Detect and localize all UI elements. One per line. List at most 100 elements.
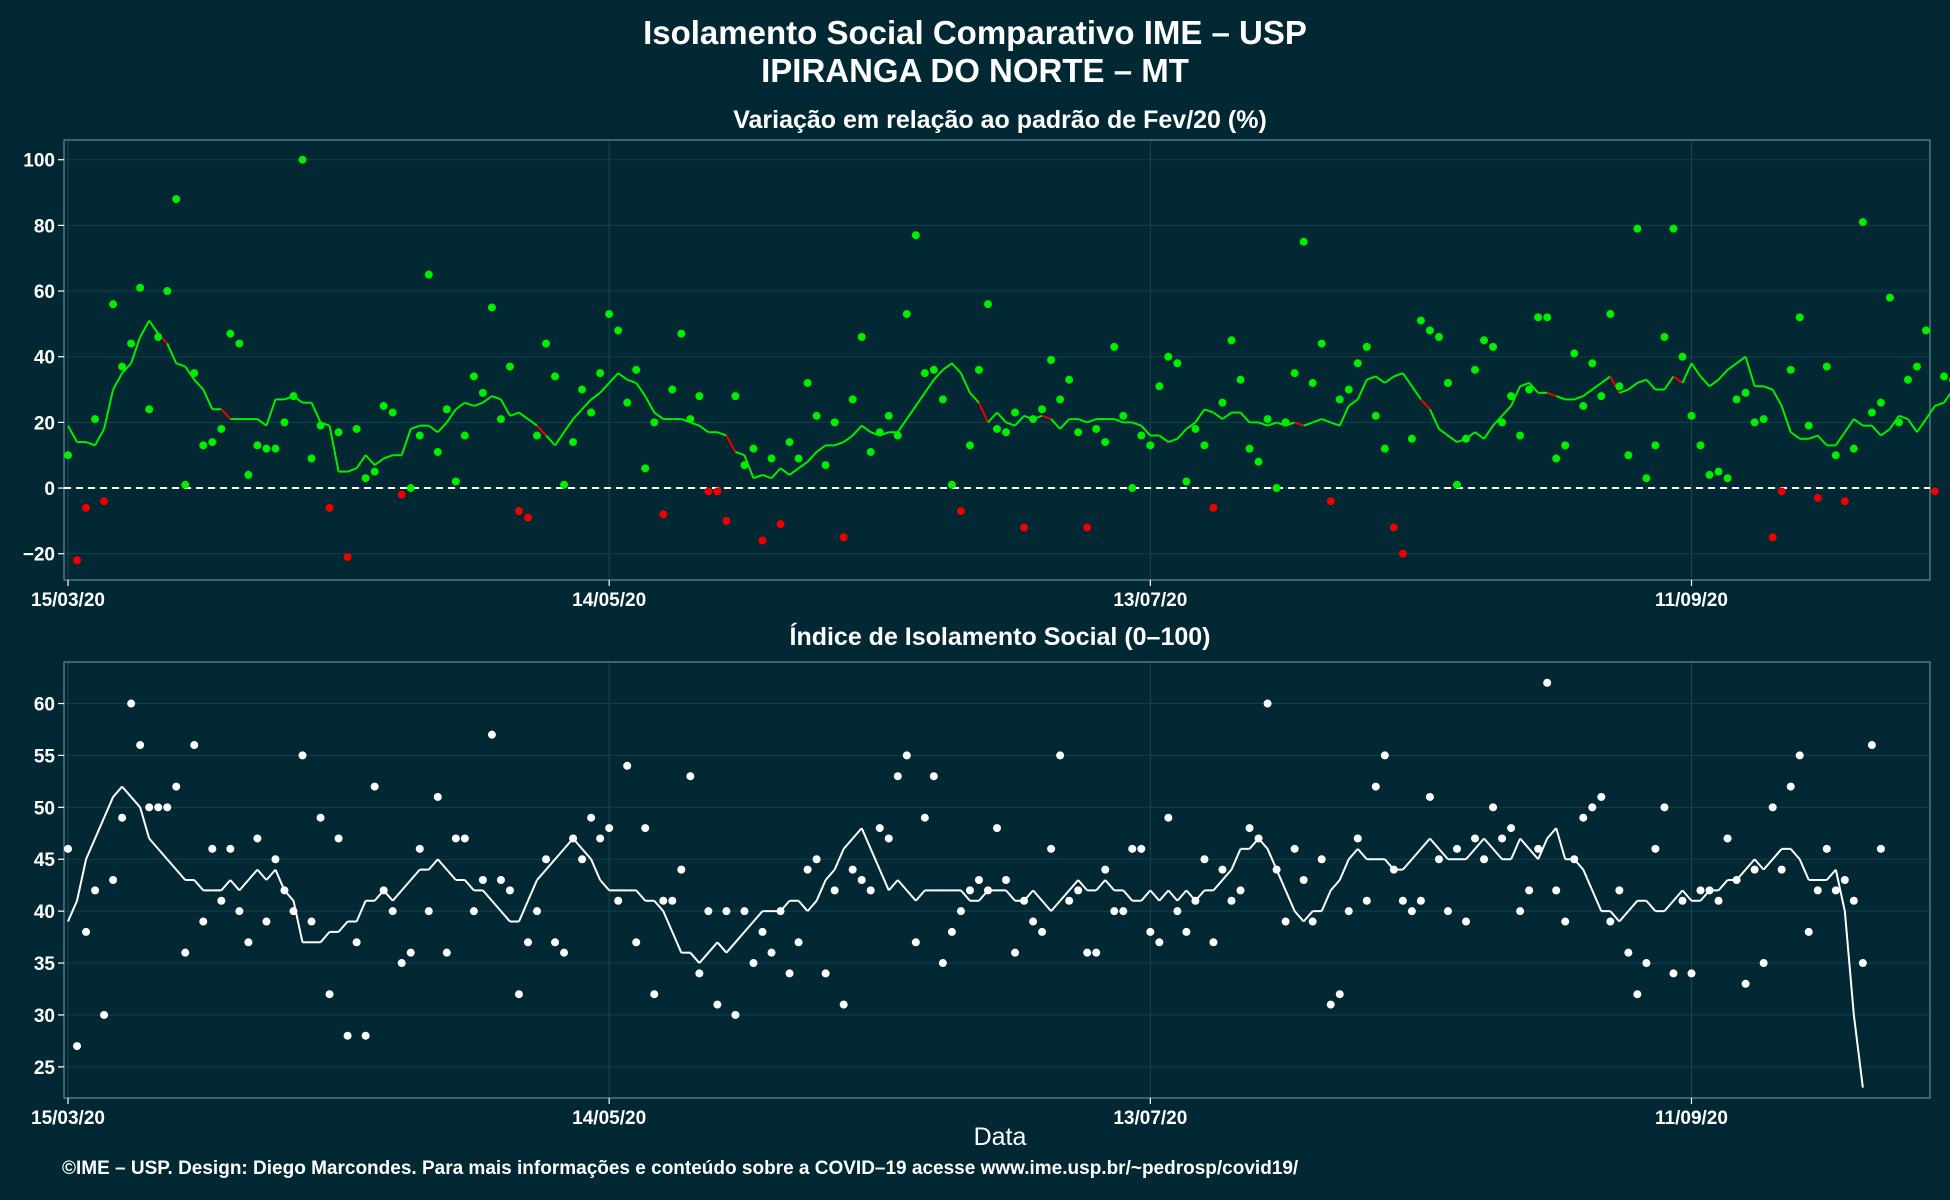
data-point bbox=[361, 474, 370, 483]
data-point bbox=[875, 428, 884, 437]
data-point bbox=[235, 339, 244, 348]
data-point bbox=[677, 329, 686, 338]
data-point bbox=[208, 844, 217, 853]
moving-average-segment bbox=[1230, 848, 1242, 871]
data-point bbox=[118, 813, 127, 822]
moving-average-segment bbox=[157, 848, 168, 860]
data-point bbox=[1317, 855, 1326, 864]
moving-average-segment bbox=[869, 848, 881, 871]
moving-average-segment bbox=[220, 408, 232, 420]
moving-average-segment bbox=[725, 941, 737, 954]
data-point bbox=[1795, 751, 1804, 760]
data-point bbox=[1633, 990, 1642, 999]
moving-average-segment bbox=[130, 796, 141, 808]
moving-average-segment bbox=[987, 411, 998, 424]
data-point bbox=[668, 896, 677, 905]
moving-average-segment bbox=[753, 473, 763, 480]
moving-average-segment bbox=[527, 879, 538, 902]
data-point bbox=[1597, 792, 1606, 801]
moving-average-segment bbox=[942, 362, 953, 371]
moving-average-segment bbox=[996, 411, 1007, 424]
data-point bbox=[1696, 441, 1705, 450]
moving-average-segment bbox=[707, 941, 719, 954]
moving-average-segment bbox=[337, 920, 349, 933]
moving-average-segment bbox=[1059, 418, 1070, 430]
moving-average-segment bbox=[1474, 431, 1485, 440]
data-point bbox=[244, 938, 253, 947]
data-point bbox=[127, 699, 136, 708]
data-point bbox=[1227, 896, 1236, 905]
moving-average-segment bbox=[148, 837, 159, 850]
data-point bbox=[1498, 418, 1507, 427]
data-point bbox=[893, 431, 902, 440]
data-point bbox=[1462, 917, 1471, 926]
data-point bbox=[668, 385, 677, 394]
data-point bbox=[1516, 431, 1525, 440]
data-point bbox=[1507, 824, 1516, 833]
data-point bbox=[947, 927, 956, 936]
data-point bbox=[839, 1000, 848, 1009]
data-point bbox=[1056, 395, 1065, 404]
moving-average-segment bbox=[112, 372, 123, 391]
moving-average-segment bbox=[788, 467, 800, 476]
data-point bbox=[379, 401, 388, 410]
moving-average-segment bbox=[202, 389, 214, 410]
data-point bbox=[442, 948, 451, 957]
moving-average-segment bbox=[1293, 910, 1305, 923]
data-point bbox=[406, 484, 415, 493]
data-point bbox=[91, 886, 100, 895]
moving-average-segment bbox=[716, 941, 728, 954]
moving-average-segment bbox=[166, 343, 178, 364]
data-point bbox=[1389, 865, 1398, 874]
data-point bbox=[929, 772, 938, 781]
data-point bbox=[352, 938, 361, 947]
moving-average-segment bbox=[1843, 911, 1855, 1016]
data-point bbox=[64, 844, 72, 853]
moving-average-segment bbox=[834, 441, 845, 447]
moving-average-segment bbox=[572, 408, 583, 420]
data-point bbox=[1561, 917, 1570, 926]
data-point bbox=[478, 388, 487, 397]
moving-average-segment bbox=[1780, 405, 1792, 433]
moving-average-segment bbox=[752, 910, 764, 923]
moving-average-segment bbox=[1627, 900, 1639, 912]
moving-average-segment bbox=[1149, 889, 1161, 902]
moving-average-segment bbox=[960, 889, 971, 902]
data-point bbox=[289, 907, 298, 916]
moving-average-segment bbox=[1609, 375, 1621, 394]
moving-average-segment bbox=[139, 807, 151, 839]
data-point bbox=[758, 927, 767, 936]
data-point bbox=[1191, 424, 1200, 433]
data-point bbox=[136, 283, 145, 292]
data-point bbox=[578, 385, 587, 394]
moving-average-segment bbox=[1140, 889, 1152, 902]
moving-average-segment bbox=[554, 431, 565, 446]
data-point bbox=[650, 990, 659, 999]
moving-average-segment bbox=[1447, 434, 1458, 443]
data-point bbox=[1353, 359, 1362, 368]
data-point bbox=[1074, 428, 1083, 437]
data-point bbox=[1443, 378, 1452, 387]
data-point bbox=[866, 447, 875, 456]
data-point bbox=[1110, 907, 1119, 916]
data-point bbox=[1579, 401, 1588, 410]
data-point bbox=[1543, 678, 1552, 687]
data-point bbox=[560, 480, 569, 489]
moving-average-segment bbox=[491, 395, 502, 401]
moving-average-segment bbox=[1239, 411, 1251, 424]
data-point bbox=[1561, 441, 1570, 450]
moving-average-segment bbox=[1303, 421, 1314, 427]
data-point bbox=[325, 990, 334, 999]
data-point bbox=[1705, 886, 1714, 895]
data-point bbox=[857, 876, 866, 884]
data-point bbox=[145, 405, 154, 414]
moving-average-segment bbox=[1411, 848, 1422, 860]
moving-average-segment bbox=[1402, 372, 1413, 387]
data-point bbox=[1642, 959, 1651, 968]
moving-average-segment bbox=[815, 879, 827, 902]
data-point bbox=[1462, 434, 1471, 443]
data-point bbox=[749, 959, 758, 968]
moving-average-segment bbox=[464, 879, 475, 892]
moving-average-segment bbox=[238, 879, 250, 892]
moving-average-segment bbox=[76, 859, 88, 901]
